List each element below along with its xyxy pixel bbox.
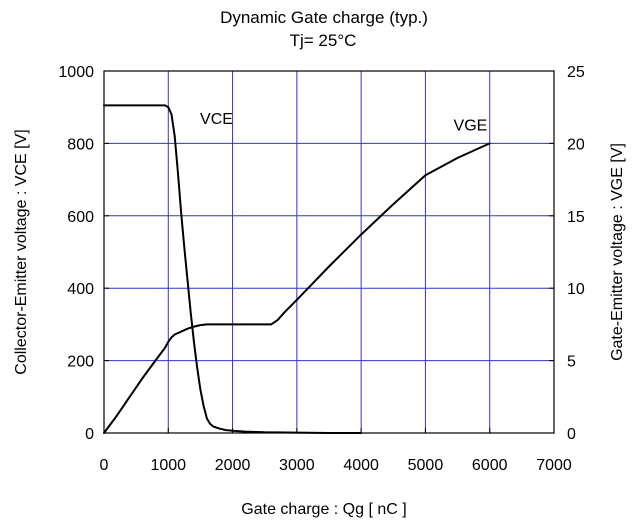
grid <box>104 71 554 433</box>
y-tick-label-right: 5 <box>567 354 576 371</box>
annotations: VCE VGE <box>200 111 487 135</box>
series-lines <box>103 104 491 434</box>
series-line-vce <box>103 104 363 434</box>
tick-labels: 0 1000 2000 3000 4000 5000 6000 700002004006008… <box>58 64 584 474</box>
y-tick-label-right: 10 <box>567 281 585 298</box>
y-tick-label-left: 200 <box>67 354 94 371</box>
series-line-vge <box>103 142 491 434</box>
y-tick-label-right: 25 <box>567 64 585 81</box>
x-tick-label: 3000 <box>279 457 315 474</box>
x-tick-label: 2000 <box>215 457 251 474</box>
y-tick-label-left: 600 <box>67 209 94 226</box>
x-tick-label: 1000 <box>150 457 186 474</box>
y-tick-label-right: 0 <box>567 426 576 443</box>
annotation-vce: VCE <box>200 111 233 128</box>
y-axis-label-left: Collector-Emitter voltage : VCE [V] <box>13 129 30 374</box>
y-tick-label-right: 15 <box>567 209 585 226</box>
x-axis-label: Gate charge : Qg [ nC ] <box>241 501 406 518</box>
y-tick-label-left: 1000 <box>58 64 94 81</box>
y-tick-label-left: 800 <box>67 136 94 153</box>
y-axis-label-right: Gate-Emitter voltage : VGE [V] <box>609 143 626 361</box>
x-tick-label: 0 <box>100 457 109 474</box>
x-tick-label: 7000 <box>536 457 572 474</box>
y-tick-label-left: 400 <box>67 281 94 298</box>
chart-subtitle: Tj= 25°C <box>290 31 357 50</box>
y-tick-label-right: 20 <box>567 136 585 153</box>
x-tick-label: 4000 <box>343 457 379 474</box>
x-tick-label: 6000 <box>472 457 508 474</box>
y-tick-label-left: 0 <box>85 426 94 443</box>
chart-title: Dynamic Gate charge (typ.) <box>220 8 428 27</box>
annotation-vge: VGE <box>454 118 488 135</box>
x-tick-label: 5000 <box>408 457 444 474</box>
